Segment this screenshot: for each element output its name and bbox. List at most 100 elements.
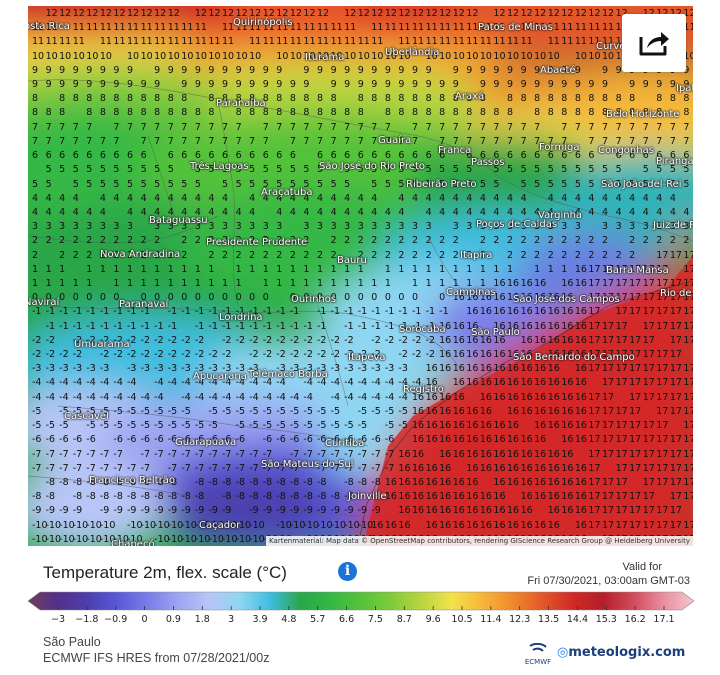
grid-value: 5 [72, 164, 79, 176]
grid-value: 8 [425, 107, 432, 119]
grid-value: 16 [534, 377, 547, 389]
grid-value: 8 [439, 93, 446, 105]
grid-value: -5 [113, 405, 123, 417]
grid-value: 16 [384, 519, 397, 531]
grid-value: 1 [479, 278, 486, 289]
grid-value: 16 [466, 519, 479, 531]
grid-value: 7 [276, 121, 283, 133]
city-label: Quirinópolis [233, 17, 293, 28]
grid-value: 17 [683, 292, 693, 304]
grid-value: 4 [547, 206, 554, 218]
grid-value: -8 [249, 491, 259, 503]
grid-value: 2 [59, 235, 66, 247]
grid-value: 4 [330, 206, 337, 218]
grid-value: 17 [669, 462, 682, 474]
grid-value: 16 [520, 391, 533, 403]
grid-value: -5 [140, 420, 151, 432]
grid-value: -4 [289, 391, 300, 403]
city-label: Piranga [656, 156, 693, 167]
grid-value: 6 [249, 150, 256, 162]
meteologix-logo[interactable]: ◎meteologix.com [557, 645, 685, 660]
grid-value: 2 [59, 249, 66, 261]
grid-value: 8 [452, 107, 459, 119]
grid-value: 9 [602, 64, 609, 76]
grid-value: -5 [344, 420, 354, 432]
grid-value: 8 [262, 93, 269, 105]
grid-value: 0 [113, 292, 120, 304]
grid-value: 9 [520, 64, 527, 76]
grid-value: 0 [262, 292, 269, 304]
grid-value: 16 [520, 292, 533, 304]
city-label: Belo Horizonte [606, 109, 680, 120]
city-label: Congonhas [598, 145, 654, 156]
grid-value: 3 [398, 221, 405, 233]
grid-value: -1 [289, 320, 300, 332]
grid-value: -9 [249, 505, 259, 517]
grid-value: 3 [276, 221, 283, 233]
grid-value: 7 [629, 121, 636, 133]
grid-value: 12 [235, 8, 248, 19]
grid-value: 4 [235, 206, 242, 218]
grid-value: 5 [615, 178, 622, 190]
grid-value: 16 [493, 349, 506, 361]
grid-value: 16 [452, 491, 465, 503]
temperature-map[interactable]: 12 12 12 12 12 12 12 12 12 12 12 12 12 12 12 12 12 12 12 12… [28, 6, 693, 546]
grid-value: 16 [412, 405, 425, 417]
grid-value: 16 [547, 462, 560, 474]
grid-value: -8 [208, 476, 218, 488]
grid-value: 11 [86, 22, 99, 34]
grid-value: 16 [534, 420, 547, 432]
grid-value: -8 [154, 476, 164, 488]
grid-value: 17 [669, 405, 682, 417]
grid-value: 1 [289, 263, 296, 275]
grid-value: 4 [520, 206, 527, 218]
grid-value: -9 [208, 505, 218, 517]
grid-value: -5 [86, 420, 96, 432]
grid-value: 8 [384, 107, 391, 119]
info-icon[interactable]: i [338, 562, 357, 581]
grid-value: 2 [86, 235, 93, 247]
grid-value: -8 [371, 491, 381, 503]
grid-value: 17 [642, 278, 655, 289]
map-attribution[interactable]: Kartenmaterial: Map data © OpenStreetMap… [266, 536, 693, 546]
color-scale-labels: −3 −1.8 −0.9 0 0.9 1.8 3 3.9 4.8 5.7 6.6 7.5 8.7 9.6 1… [28, 614, 694, 628]
grid-value: -9 [222, 505, 232, 517]
grid-value: 11 [547, 22, 560, 34]
grid-value: 8 [412, 107, 419, 119]
grid-value: -4 [127, 377, 137, 389]
grid-value: 16 [574, 278, 587, 289]
grid-value: -9 [289, 505, 300, 517]
grid-value: 17 [669, 249, 682, 261]
grid-value: 6 [466, 150, 473, 162]
grid-value: 7 [344, 135, 351, 147]
grid-value: 3 [683, 221, 690, 233]
grid-value: 4 [439, 192, 446, 204]
grid-value: 8 [384, 93, 391, 105]
grid-value: -4 [317, 377, 327, 389]
grid-value: 2 [412, 235, 419, 247]
grid-value: -6 [262, 434, 273, 446]
city-label: Araxá [455, 91, 485, 102]
grid-value: -2 [317, 334, 327, 346]
grid-value: 7 [656, 135, 663, 147]
grid-value: -1 [384, 320, 395, 332]
grid-value: 4 [412, 192, 419, 204]
grid-value: 8 [574, 107, 581, 119]
grid-value: 6 [167, 150, 174, 162]
grid-value: 17 [642, 462, 655, 474]
grid-value: 0 [357, 292, 364, 304]
grid-value: 17 [602, 349, 615, 361]
share-button[interactable] [622, 14, 686, 72]
grid-value: 7 [642, 121, 649, 133]
grid-value: -7 [154, 448, 164, 460]
grid-value: 0 [371, 292, 378, 304]
grid-value: 11 [574, 36, 587, 48]
grid-value: 16 [534, 334, 547, 346]
grid-value: -8 [167, 476, 178, 488]
city-label: Ourinhos [291, 294, 337, 305]
grid-value: 11 [330, 22, 343, 34]
grid-value: 17 [669, 292, 682, 304]
grid-value: 2 [32, 249, 39, 261]
grid-value: -1 [127, 306, 137, 318]
grid-value: 16 [520, 448, 533, 460]
